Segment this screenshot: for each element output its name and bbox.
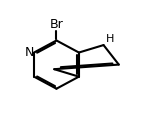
Text: H: H (106, 34, 114, 44)
Text: N: N (25, 46, 34, 59)
Text: Br: Br (50, 18, 63, 31)
